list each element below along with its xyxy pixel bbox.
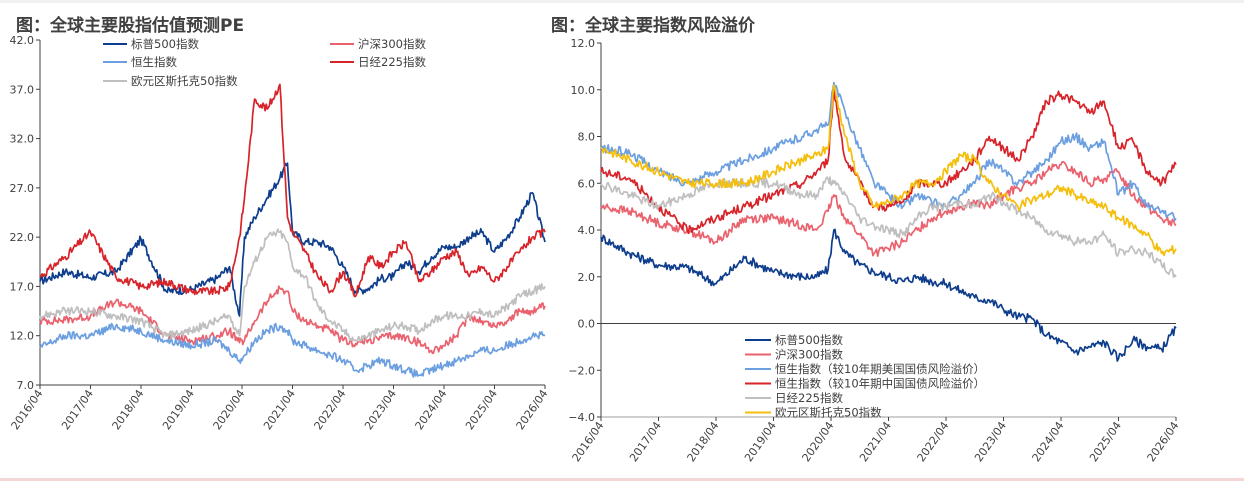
x-tick-label: 2024/04 bbox=[413, 387, 450, 432]
bottom-border bbox=[0, 478, 1244, 481]
x-tick-label: 2023/04 bbox=[972, 419, 1009, 464]
left-chart-title: 图：全球主要股指估值预测PE bbox=[16, 16, 245, 36]
legend-label: 标普500指数 bbox=[131, 37, 199, 51]
x-tick-label: 2016/04 bbox=[570, 419, 607, 464]
x-tick-label: 2025/04 bbox=[463, 387, 500, 432]
legend-label: 沪深300指数 bbox=[358, 37, 426, 51]
legend-label: 标普500指数 bbox=[775, 333, 843, 347]
series-line-4 bbox=[600, 88, 1177, 235]
x-tick-label: 2024/04 bbox=[1030, 419, 1067, 464]
series-line-6 bbox=[600, 84, 1177, 257]
legend-label: 恒生指数 bbox=[131, 55, 177, 69]
x-tick-label: 2022/04 bbox=[312, 387, 349, 432]
x-tick-label: 2016/04 bbox=[9, 387, 46, 432]
series-line-4 bbox=[39, 322, 546, 378]
y-tick-label: 32.0 bbox=[10, 133, 35, 146]
y-tick-label: −4.0 bbox=[568, 411, 595, 424]
legend-label: 沪深300指数 bbox=[775, 348, 843, 362]
x-tick-label: 2026/04 bbox=[514, 387, 551, 432]
y-tick-label: 0.0 bbox=[578, 318, 596, 331]
x-tick-label: 2020/04 bbox=[800, 419, 837, 464]
legend: 标普500指数沪深300指数恒生指数（较10年期美国国债风险溢价）恒生指数（较1… bbox=[745, 333, 985, 420]
y-tick-label: 12.0 bbox=[10, 330, 35, 343]
y-tick-label: 12.0 bbox=[571, 37, 596, 50]
x-tick-label: 2018/04 bbox=[685, 419, 722, 464]
x-tick-label: 2017/04 bbox=[627, 419, 664, 464]
y-tick-label: 10.0 bbox=[571, 84, 596, 97]
y-tick-label: 17.0 bbox=[10, 280, 35, 293]
series-line-1 bbox=[39, 162, 546, 317]
y-tick-label: −2.0 bbox=[568, 364, 595, 377]
x-tick-label: 2025/04 bbox=[1087, 419, 1124, 464]
legend-label: 欧元区斯托克50指数 bbox=[775, 406, 882, 420]
legend-label: 欧元区斯托克50指数 bbox=[131, 74, 238, 88]
right-chart-title: 图：全球主要指数风险溢价 bbox=[551, 16, 755, 36]
y-tick-label: 2.0 bbox=[578, 271, 596, 284]
series-line-2 bbox=[39, 285, 546, 355]
y-tick-label: 42.0 bbox=[10, 34, 35, 47]
x-tick-label: 2021/04 bbox=[261, 387, 298, 432]
x-tick-label: 2026/04 bbox=[1145, 419, 1182, 464]
y-tick-label: 6.0 bbox=[578, 177, 596, 190]
x-tick-label: 2022/04 bbox=[915, 419, 952, 464]
series-line-2 bbox=[600, 160, 1177, 257]
series-line-5 bbox=[600, 176, 1177, 278]
series-line-5 bbox=[39, 228, 546, 343]
x-tick-label: 2018/04 bbox=[110, 387, 147, 432]
y-tick-label: 27.0 bbox=[10, 182, 35, 195]
legend-label: 日经225指数 bbox=[775, 391, 843, 405]
y-tick-label: 22.0 bbox=[10, 231, 35, 244]
top-border bbox=[0, 0, 1244, 3]
legend-label: 恒生指数（较10年期中国国债风险溢价） bbox=[775, 377, 985, 391]
y-tick-label: 4.0 bbox=[578, 224, 596, 237]
y-tick-label: 37.0 bbox=[10, 83, 35, 96]
x-tick-label: 2023/04 bbox=[362, 387, 399, 432]
y-tick-label: 8.0 bbox=[578, 131, 596, 144]
x-tick-label: 2021/04 bbox=[857, 419, 894, 464]
x-tick-label: 2017/04 bbox=[59, 387, 96, 432]
x-tick-label: 2019/04 bbox=[742, 419, 779, 464]
x-tick-label: 2019/04 bbox=[160, 387, 197, 432]
y-tick-label: 7.0 bbox=[17, 379, 35, 392]
series-line-3 bbox=[600, 81, 1177, 222]
series-line-1 bbox=[600, 228, 1177, 362]
legend-label: 日经225指数 bbox=[358, 55, 426, 69]
legend-label: 恒生指数（较10年期美国国债风险溢价） bbox=[775, 362, 985, 376]
x-tick-label: 2020/04 bbox=[211, 387, 248, 432]
series-line-3 bbox=[39, 83, 546, 298]
